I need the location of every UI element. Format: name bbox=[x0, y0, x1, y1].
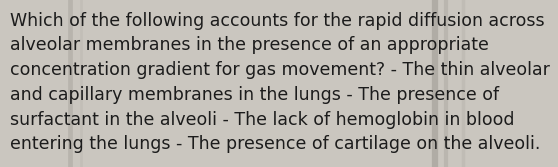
Text: surfactant in the alveoli - The lack of hemoglobin in blood: surfactant in the alveoli - The lack of … bbox=[10, 111, 514, 129]
Text: alveolar membranes in the presence of an appropriate: alveolar membranes in the presence of an… bbox=[10, 36, 489, 54]
Text: concentration gradient for gas movement? - The thin alveolar: concentration gradient for gas movement?… bbox=[10, 61, 550, 79]
Text: Which of the following accounts for the rapid diffusion across: Which of the following accounts for the … bbox=[10, 12, 545, 30]
Text: and capillary membranes in the lungs - The presence of: and capillary membranes in the lungs - T… bbox=[10, 86, 499, 104]
Text: entering the lungs - The presence of cartilage on the alveoli.: entering the lungs - The presence of car… bbox=[10, 135, 540, 153]
